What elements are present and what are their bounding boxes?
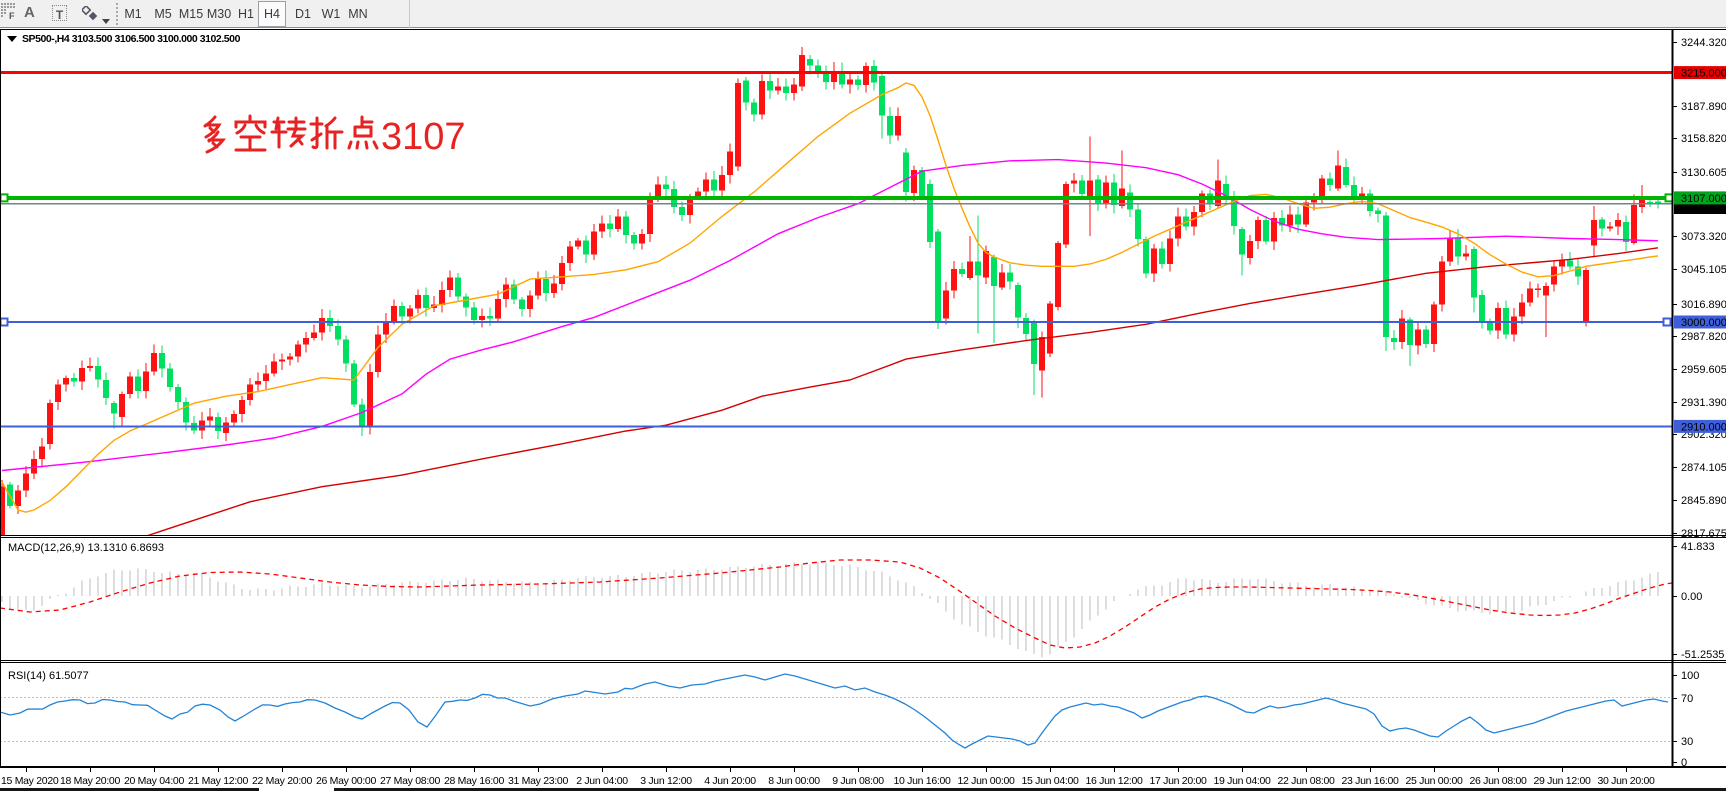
svg-text:RSI(14) 61.5077: RSI(14) 61.5077 (8, 670, 89, 682)
svg-text:2910.000: 2910.000 (1681, 421, 1726, 433)
svg-text:3158.820: 3158.820 (1681, 133, 1726, 145)
svg-text:28 May 16:00: 28 May 16:00 (444, 775, 504, 787)
svg-text:15 May 2020: 15 May 2020 (1, 775, 59, 787)
svg-text:3102.500: 3102.500 (1681, 204, 1726, 216)
svg-text:100: 100 (1681, 670, 1699, 682)
svg-text:3000.000: 3000.000 (1681, 317, 1726, 329)
svg-text:26 May 00:00: 26 May 00:00 (316, 775, 376, 787)
svg-text:3215.000: 3215.000 (1681, 68, 1726, 80)
svg-text:16 Jun 12:00: 16 Jun 12:00 (1085, 775, 1143, 787)
svg-text:10 Jun 16:00: 10 Jun 16:00 (893, 775, 951, 787)
svg-text:26 Jun 08:00: 26 Jun 08:00 (1469, 775, 1527, 787)
svg-text:2845.890: 2845.890 (1681, 495, 1726, 507)
svg-text:3130.605: 3130.605 (1681, 167, 1726, 179)
svg-text:2874.105: 2874.105 (1681, 462, 1726, 474)
svg-text:F: F (9, 11, 15, 20)
svg-text:3016.890: 3016.890 (1681, 299, 1726, 311)
svg-text:3244.320: 3244.320 (1681, 37, 1726, 49)
svg-text:2931.390: 2931.390 (1681, 397, 1726, 409)
svg-text:3045.105: 3045.105 (1681, 264, 1726, 276)
svg-text:23 Jun 16:00: 23 Jun 16:00 (1341, 775, 1399, 787)
svg-text:-51.2535: -51.2535 (1681, 649, 1724, 661)
svg-text:9 Jun 08:00: 9 Jun 08:00 (832, 775, 884, 787)
svg-text:29 Jun 12:00: 29 Jun 12:00 (1533, 775, 1591, 787)
svg-text:20 May 04:00: 20 May 04:00 (124, 775, 184, 787)
svg-text:70: 70 (1681, 693, 1693, 705)
svg-text:0: 0 (1681, 757, 1687, 769)
svg-text:41.833: 41.833 (1681, 541, 1715, 553)
svg-text:8 Jun 00:00: 8 Jun 00:00 (768, 775, 820, 787)
svg-text:19 Jun 04:00: 19 Jun 04:00 (1213, 775, 1271, 787)
svg-text:3107: 3107 (381, 116, 466, 158)
svg-text:30 Jun 20:00: 30 Jun 20:00 (1597, 775, 1655, 787)
svg-text:2 Jun 04:00: 2 Jun 04:00 (576, 775, 628, 787)
svg-text:3073.320: 3073.320 (1681, 231, 1726, 243)
svg-text:18 May 20:00: 18 May 20:00 (60, 775, 120, 787)
svg-text:3187.890: 3187.890 (1681, 101, 1726, 113)
svg-text:3 Jun 12:00: 3 Jun 12:00 (640, 775, 692, 787)
svg-text:12 Jun 00:00: 12 Jun 00:00 (957, 775, 1015, 787)
svg-text:22 May 20:00: 22 May 20:00 (252, 775, 312, 787)
svg-text:17 Jun 20:00: 17 Jun 20:00 (1149, 775, 1207, 787)
svg-text:22 Jun 08:00: 22 Jun 08:00 (1277, 775, 1335, 787)
svg-text:30: 30 (1681, 736, 1693, 748)
svg-text:25 Jun 00:00: 25 Jun 00:00 (1405, 775, 1463, 787)
svg-text:31 May 23:00: 31 May 23:00 (508, 775, 568, 787)
svg-text:27 May 08:00: 27 May 08:00 (380, 775, 440, 787)
svg-text:15 Jun 04:00: 15 Jun 04:00 (1021, 775, 1079, 787)
svg-text:SP500-,H4 3103.500 3106.500 3: SP500-,H4 3103.500 3106.500 3100.000 310… (22, 33, 241, 45)
svg-text:2817.675: 2817.675 (1681, 528, 1726, 540)
svg-text:4 Jun 20:00: 4 Jun 20:00 (704, 775, 756, 787)
svg-text:21 May 12:00: 21 May 12:00 (188, 775, 248, 787)
svg-text:0.00: 0.00 (1681, 591, 1702, 603)
svg-text:2959.605: 2959.605 (1681, 364, 1726, 376)
svg-text:3107.000: 3107.000 (1681, 193, 1726, 205)
svg-text:MACD(12,26,9) 13.1310 6.8693: MACD(12,26,9) 13.1310 6.8693 (8, 542, 164, 554)
svg-text:2987.820: 2987.820 (1681, 331, 1726, 343)
